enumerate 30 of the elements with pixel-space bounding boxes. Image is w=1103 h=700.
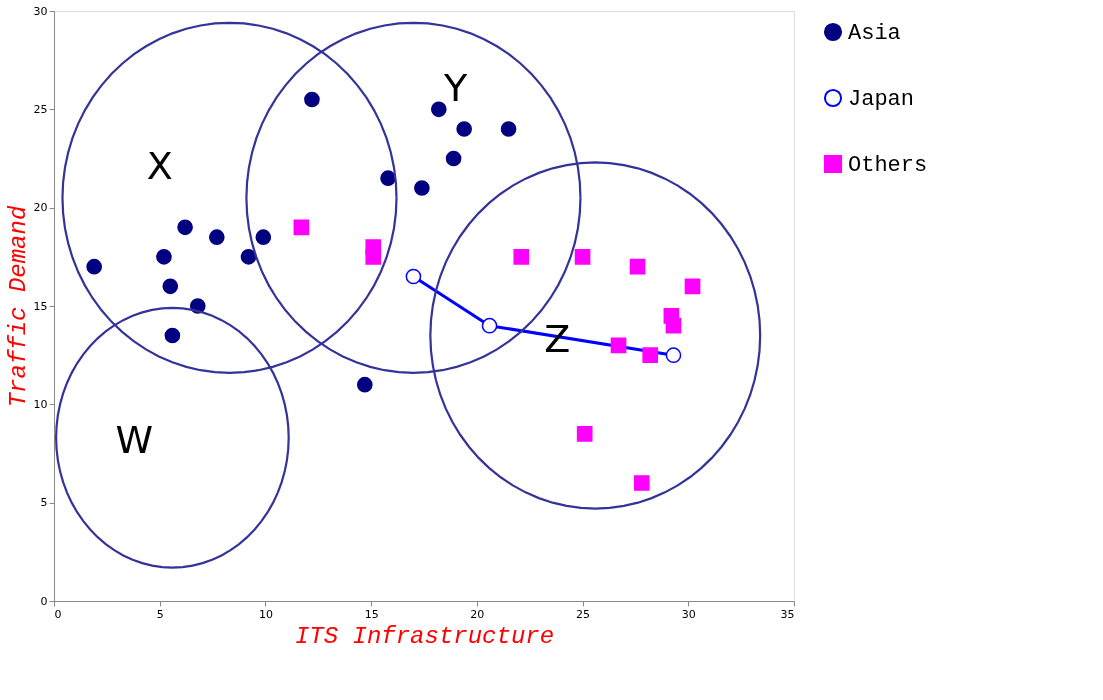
x-tick-label: 35 <box>780 607 795 621</box>
x-axis-title: ITS Infrastructure <box>294 622 555 650</box>
y-tick-label: 10 <box>33 397 48 411</box>
x-tick-label: 0 <box>54 607 62 621</box>
point <box>665 317 682 334</box>
point <box>610 337 627 354</box>
x-tick-label: 15 <box>364 607 379 621</box>
point <box>684 278 701 295</box>
y-axis-title: Traffic Demand <box>4 205 32 408</box>
annotation: W <box>115 417 154 462</box>
x-tick-label: 5 <box>156 607 164 621</box>
point <box>642 347 659 363</box>
x-tick-label: 10 <box>258 607 273 621</box>
point <box>356 376 373 393</box>
x-tick-label: 20 <box>470 607 485 621</box>
point <box>633 475 650 491</box>
point <box>629 258 646 275</box>
y-tick-label: 15 <box>33 299 48 313</box>
x-tick-label: 25 <box>576 607 591 621</box>
x-tick-label: 30 <box>681 607 696 621</box>
y-tick-label: 25 <box>33 102 48 116</box>
legend-label: Asia <box>848 21 901 46</box>
y-tick-label: 20 <box>33 201 48 215</box>
y-tick-label: 30 <box>33 4 48 18</box>
point <box>576 426 593 442</box>
legend-label: Others <box>848 153 928 178</box>
legend-label: Japan <box>848 87 915 112</box>
point <box>665 347 682 363</box>
y-tick-label: 0 <box>40 594 48 608</box>
y-tick-label: 5 <box>40 496 48 510</box>
